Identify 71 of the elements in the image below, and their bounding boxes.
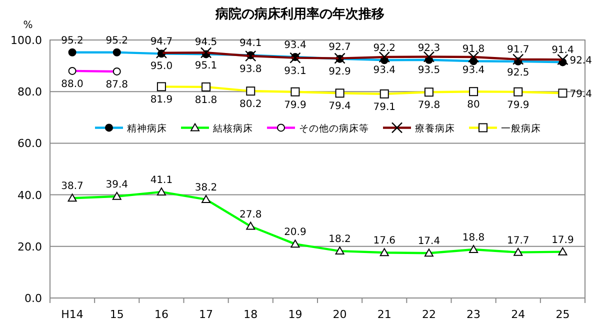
data-label: 20.9 [284,227,306,238]
y-tick-label: 100.0 [10,34,42,47]
x-tick-label: 20 [332,308,347,321]
x-tick-label: 24 [511,308,526,321]
data-label: 92.4 [570,56,592,67]
data-label: 92.9 [328,66,351,78]
data-label: 81.8 [194,94,218,106]
data-label: 79.1 [373,102,396,113]
y-tick-label: 60.0 [18,137,42,150]
y-tick-label: 80.0 [18,86,42,99]
data-label: 87.8 [106,79,128,90]
data-label: 39.4 [106,179,128,190]
data-label: 38.7 [61,181,84,192]
legend-label: 結核病床 [212,122,253,135]
chart-title: 病院の病床利用率の年次推移 [214,6,384,22]
data-label: 17.7 [506,235,530,246]
data-label: 94.5 [194,37,218,48]
data-label: 17.6 [373,236,396,247]
x-tick-label: 21 [377,308,392,321]
data-label: 92.7 [328,42,351,53]
x-tick-label: 19 [288,308,302,321]
x-tick-label: 15 [110,308,124,321]
data-label: 17.4 [418,236,440,248]
data-label: 93.4 [462,65,485,76]
data-label: 93.4 [284,40,306,52]
data-label: 80 [467,100,480,111]
data-label: 79.4 [570,89,592,100]
x-tick-label: 22 [422,308,436,321]
x-tick-label: 23 [466,308,481,321]
data-label: 27.8 [239,209,262,220]
legend-label: 療養病床 [415,122,455,135]
data-label: 79.9 [506,100,530,111]
x-tick-label: 18 [244,308,258,321]
x-tick-label: 16 [154,308,168,321]
data-label: 92.3 [418,42,440,54]
data-label: 93.4 [373,65,396,76]
data-label: 81.9 [150,94,173,106]
y-tick-label: 20.0 [18,240,42,254]
data-label: 92.2 [373,43,396,54]
y-tick-label: 0.0 [24,292,42,305]
data-label: 95.2 [106,35,128,46]
data-label: 95.0 [150,60,173,72]
data-label: 88.0 [61,78,84,90]
data-label: 79.4 [328,101,351,112]
data-label: 91.8 [462,44,485,56]
y-axis-title: % [23,20,33,31]
x-tick-label: 25 [556,308,570,321]
data-label: 93.1 [284,66,306,77]
data-label: 79.8 [418,100,440,112]
data-label: 94.7 [150,36,173,48]
legend-label: 精神病床 [127,122,167,135]
data-label: 18.8 [462,232,485,244]
data-label: 95.2 [61,35,84,46]
data-label: 17.9 [552,234,574,246]
data-label: 91.7 [506,44,530,56]
data-label: 41.1 [150,174,173,186]
data-label: 79.9 [284,100,306,111]
data-label: 18.2 [328,234,351,246]
data-label: 38.2 [194,182,218,194]
data-label: 93.5 [418,64,440,76]
data-label: 94.1 [239,38,262,50]
y-tick-label: 40.0 [18,188,42,202]
data-label: 80.2 [239,99,262,110]
data-label: 95.1 [194,60,218,72]
legend-label: 一般病床 [501,122,541,135]
x-tick-label: H14 [61,308,84,321]
legend-label: その他の病床等 [299,122,369,135]
x-tick-label: 17 [199,308,214,321]
data-label: 93.8 [239,64,262,75]
data-label: 92.5 [506,67,530,78]
data-label: 91.4 [552,45,574,56]
